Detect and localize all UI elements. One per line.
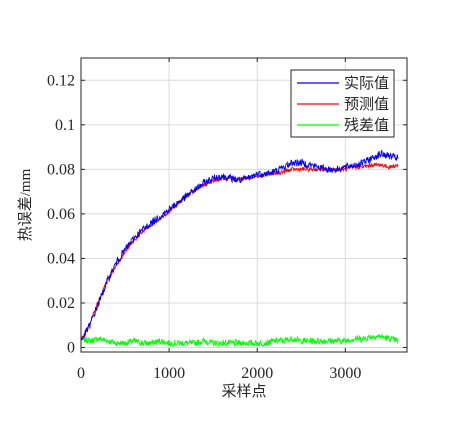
legend-label: 实际值 — [344, 75, 389, 92]
x-tick-label: 1000 — [153, 365, 185, 382]
series-line-0 — [80, 150, 399, 341]
y-tick-label: 0.08 — [47, 161, 75, 178]
y-tick-label: 0.02 — [47, 295, 75, 312]
y-tick-label: 0 — [67, 340, 75, 357]
y-tick-label: 0.04 — [47, 250, 75, 267]
y-tick-label: 0.12 — [47, 72, 75, 89]
legend-label: 残差值 — [344, 117, 389, 134]
x-axis-title: 采样点 — [221, 383, 266, 400]
plot-area-frame — [80, 57, 408, 353]
x-tick-label: 3000 — [329, 365, 361, 382]
x-tick-label: 2000 — [241, 365, 273, 382]
legend-label: 预测值 — [344, 96, 389, 113]
y-tick-label: 0.06 — [47, 206, 75, 223]
series-line-1 — [80, 162, 399, 341]
x-axis: 0 1000 2000 3000 — [77, 58, 361, 382]
series-layer — [80, 150, 399, 348]
y-tick-label: 0.1 — [55, 117, 75, 134]
x-tick-label: 0 — [77, 365, 85, 382]
y-axis: 0 0.02 0.04 0.06 0.08 0.1 0.12 — [47, 72, 407, 357]
series-line-2 — [80, 334, 399, 348]
y-axis-title: 热误差/mm — [17, 168, 34, 241]
